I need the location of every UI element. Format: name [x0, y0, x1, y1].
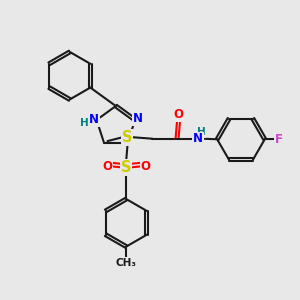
Text: H: H [80, 118, 88, 128]
Text: O: O [140, 160, 151, 173]
Text: F: F [275, 133, 283, 146]
Text: S: S [121, 160, 131, 175]
Text: O: O [102, 160, 112, 173]
Text: N: N [132, 112, 142, 125]
Text: N: N [89, 113, 99, 127]
Text: S: S [122, 130, 132, 145]
Text: CH₃: CH₃ [116, 258, 137, 268]
Text: H: H [197, 127, 206, 137]
Text: N: N [193, 132, 203, 145]
Text: O: O [173, 108, 184, 121]
